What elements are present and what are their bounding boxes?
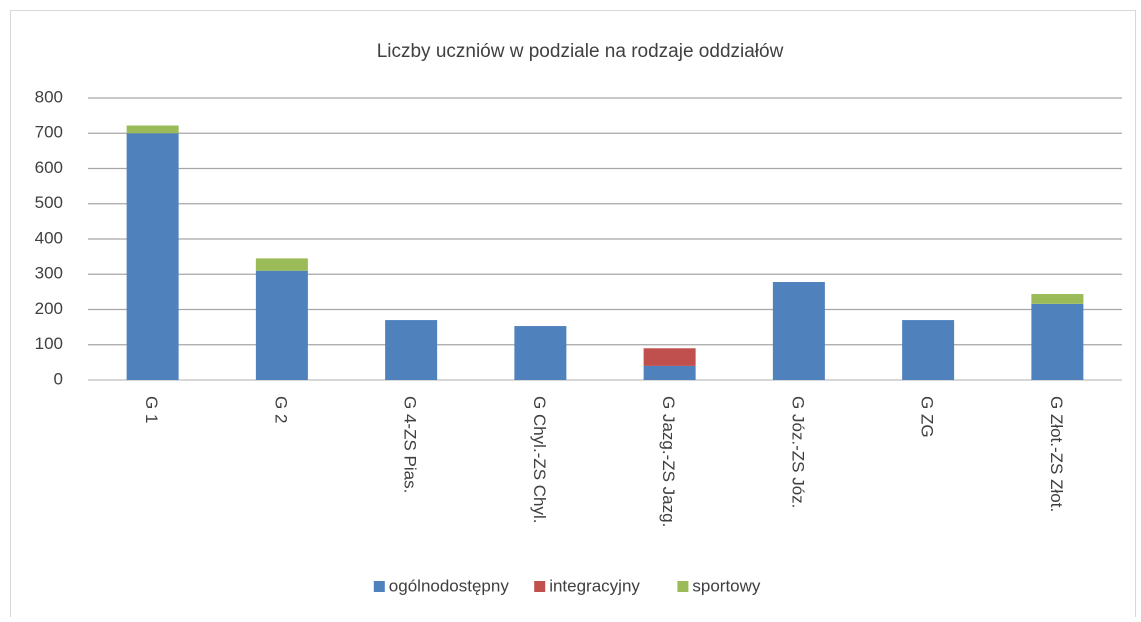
- y-tick-label: 300: [35, 264, 63, 283]
- x-tick-label: G Józ.-ZS Józ.: [788, 396, 807, 508]
- y-tick-label: 700: [35, 123, 63, 142]
- x-tick-label: G Chyl.-ZS Chyl.: [530, 396, 549, 524]
- bar-segment: [1031, 293, 1084, 304]
- y-tick-label: 800: [35, 87, 63, 106]
- bar-segment: [772, 282, 825, 380]
- chart-border: [10, 10, 1136, 622]
- x-tick-label: G Jazg.-ZS Jazg.: [659, 396, 678, 527]
- bar-segment: [126, 133, 179, 380]
- y-tick-label: 500: [35, 193, 63, 212]
- bar-segment: [126, 125, 179, 134]
- y-tick-label: 0: [54, 369, 63, 388]
- bar-segment: [385, 320, 438, 380]
- y-tick-label: 400: [35, 228, 63, 247]
- x-tick-label: G Złot.-ZS Złot.: [1047, 396, 1066, 512]
- chart-title: Liczby uczniów w podziale na rodzaje odd…: [377, 41, 784, 62]
- x-tick-label: G 2: [271, 396, 290, 423]
- legend-label: ogólnodostępny: [389, 576, 510, 595]
- legend-swatch: [677, 581, 689, 592]
- x-tick-label: G 4-ZS Pias.: [401, 396, 420, 493]
- legend-swatch: [534, 581, 546, 592]
- x-tick-label: G ZG: [918, 396, 937, 438]
- y-tick-label: 200: [35, 299, 63, 318]
- legend-label: integracyjny: [549, 576, 640, 595]
- y-tick-label: 600: [35, 158, 63, 177]
- bar-segment: [643, 365, 696, 380]
- bar-segment: [1031, 303, 1084, 380]
- x-tick-label: G 1: [142, 396, 161, 423]
- y-tick-label: 100: [35, 334, 63, 353]
- legend-label: sportowy: [692, 576, 761, 595]
- bar-segment: [255, 258, 308, 271]
- bar-segment: [255, 270, 308, 380]
- legend-swatch: [373, 581, 385, 592]
- bar-segment: [902, 320, 955, 380]
- bar-segment: [514, 326, 567, 380]
- bar-segment: [643, 348, 696, 366]
